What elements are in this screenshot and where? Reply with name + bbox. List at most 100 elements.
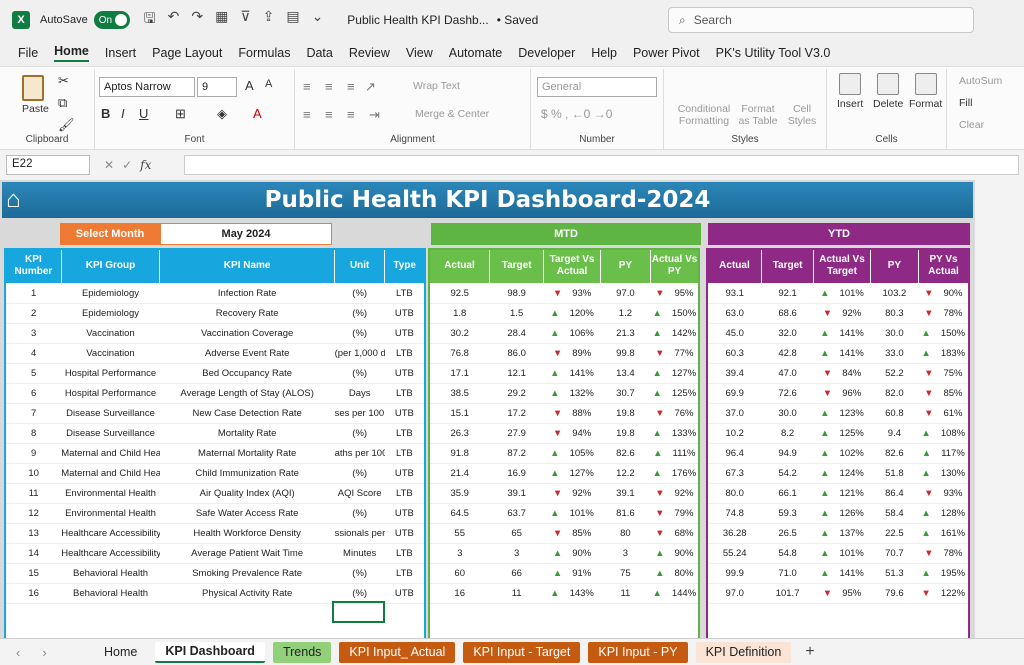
copy-icon[interactable]: ⧉ <box>58 95 68 110</box>
mtd-actual-cell[interactable]: 92.5 <box>429 283 490 304</box>
ytd-actual-cell[interactable]: 96.4 <box>707 443 762 464</box>
ytd-target-cell[interactable]: 47.0 <box>761 363 814 384</box>
ytd-target-cell[interactable]: 42.8 <box>761 343 814 364</box>
mtd-target-cell[interactable]: 29.2 <box>489 383 544 404</box>
cut-icon[interactable]: ✂ <box>58 73 69 88</box>
save-icon[interactable]: 🖫 <box>143 10 156 26</box>
home-icon[interactable]: ⌂ <box>6 186 21 213</box>
unit-cell[interactable]: (%) <box>334 283 385 304</box>
mtd-actual-cell[interactable]: 55 <box>429 523 490 544</box>
format-as-table-button[interactable]: Format as Table <box>738 103 778 127</box>
font-color-icon[interactable]: A <box>253 106 262 121</box>
ytd-actual-cell[interactable]: 60.3 <box>707 343 762 364</box>
ytd-py-cell[interactable]: 22.5 <box>870 523 919 544</box>
kpi-group-cell[interactable]: Vaccination <box>61 343 160 364</box>
ytd-actual-vs-target-cell[interactable]: ▼ 84% <box>813 363 871 384</box>
empty-cell[interactable] <box>918 603 969 640</box>
autosum-button[interactable]: AutoSum <box>959 75 1003 87</box>
ytd-actual-cell[interactable]: 97.0 <box>707 583 762 604</box>
menu-tab-6[interactable]: Review <box>348 46 390 60</box>
mtd-target-cell[interactable]: 63.7 <box>489 503 544 524</box>
kpi-number-cell[interactable]: 15 <box>5 563 62 584</box>
decrease-font-icon[interactable]: A <box>265 78 273 90</box>
type-cell[interactable]: UTB <box>384 403 425 424</box>
mtd-actual-cell[interactable]: 15.1 <box>429 403 490 424</box>
ytd-py-cell[interactable]: 82.6 <box>870 443 919 464</box>
mtd-actual-vs-py-cell[interactable]: ▼ 76% <box>650 403 699 424</box>
align-bottom-icon[interactable]: ≡ <box>347 79 355 94</box>
mtd-target-vs-actual-cell[interactable]: ▲ 141% <box>543 363 601 384</box>
ytd-actual-cell[interactable]: 45.0 <box>707 323 762 344</box>
mtd-py-cell[interactable]: 99.8 <box>600 343 651 364</box>
ytd-py-vs-actual-cell[interactable]: ▼ 85% <box>918 383 969 404</box>
ytd-py-vs-actual-cell[interactable]: ▲ 128% <box>918 503 969 524</box>
save-status[interactable]: • Saved <box>496 13 539 27</box>
ytd-actual-vs-target-cell[interactable]: ▲ 126% <box>813 503 871 524</box>
menu-tab-5[interactable]: Data <box>306 46 333 60</box>
mtd-target-cell[interactable]: 65 <box>489 523 544 544</box>
ytd-py-cell[interactable]: 86.4 <box>870 483 919 504</box>
ytd-py-cell[interactable]: 33.0 <box>870 343 919 364</box>
mtd-target-vs-actual-cell[interactable]: ▲ 132% <box>543 383 601 404</box>
mtd-py-cell[interactable]: 21.3 <box>600 323 651 344</box>
bold-icon[interactable]: B <box>101 106 111 121</box>
mtd-actual-vs-py-cell[interactable]: ▲ 127% <box>650 363 699 384</box>
menu-tab-7[interactable]: View <box>405 46 433 60</box>
mtd-target-cell[interactable]: 17.2 <box>489 403 544 424</box>
empty-cell[interactable] <box>813 603 871 640</box>
cell-styles-button[interactable]: Cell Styles <box>787 103 817 127</box>
ytd-py-vs-actual-cell[interactable]: ▼ 122% <box>918 583 969 604</box>
ytd-target-cell[interactable]: 72.6 <box>761 383 814 404</box>
empty-cell[interactable] <box>543 603 601 640</box>
unit-cell[interactable]: Days <box>334 383 385 404</box>
borders-icon[interactable]: ⊞ <box>175 106 186 121</box>
type-cell[interactable]: LTB <box>384 563 425 584</box>
mtd-target-vs-actual-cell[interactable]: ▼ 88% <box>543 403 601 424</box>
unit-cell[interactable]: (%) <box>334 463 385 484</box>
mtd-actual-cell[interactable]: 30.2 <box>429 323 490 344</box>
ytd-actual-vs-target-cell[interactable]: ▼ 95% <box>813 583 871 604</box>
empty-cell[interactable] <box>61 603 160 640</box>
mtd-actual-vs-py-cell[interactable]: ▲ 150% <box>650 303 699 324</box>
conditional-formatting-button[interactable]: Conditional Formatting <box>677 103 731 127</box>
unit-cell[interactable]: Minutes <box>334 543 385 564</box>
ytd-actual-vs-target-cell[interactable]: ▼ 92% <box>813 303 871 324</box>
font-name-select[interactable]: Aptos Narrow <box>99 77 195 97</box>
kpi-number-cell[interactable]: 14 <box>5 543 62 564</box>
ytd-py-cell[interactable]: 70.7 <box>870 543 919 564</box>
menu-tab-4[interactable]: Formulas <box>238 46 291 60</box>
ytd-py-cell[interactable]: 9.4 <box>870 423 919 444</box>
kpi-number-cell[interactable]: 2 <box>5 303 62 324</box>
mtd-actual-cell[interactable]: 38.5 <box>429 383 490 404</box>
wrap-text-button[interactable]: Wrap Text <box>413 80 460 92</box>
mtd-actual-vs-py-cell[interactable]: ▼ 95% <box>650 283 699 304</box>
ytd-actual-cell[interactable]: 99.9 <box>707 563 762 584</box>
ytd-target-cell[interactable]: 71.0 <box>761 563 814 584</box>
ytd-actual-cell[interactable]: 93.1 <box>707 283 762 304</box>
mtd-target-cell[interactable]: 86.0 <box>489 343 544 364</box>
mtd-actual-vs-py-cell[interactable]: ▼ 77% <box>650 343 699 364</box>
kpi-name-cell[interactable]: Recovery Rate <box>159 303 335 324</box>
kpi-group-cell[interactable]: Environmental Health <box>61 503 160 524</box>
empty-cell[interactable] <box>159 603 335 640</box>
ytd-target-cell[interactable]: 101.7 <box>761 583 814 604</box>
mtd-actual-cell[interactable]: 3 <box>429 543 490 564</box>
empty-cell[interactable] <box>384 603 425 640</box>
kpi-group-cell[interactable]: Healthcare Accessibility <box>61 543 160 564</box>
ytd-actual-cell[interactable]: 69.9 <box>707 383 762 404</box>
kpi-name-cell[interactable]: Smoking Prevalence Rate <box>159 563 335 584</box>
align-right-icon[interactable]: ≡ <box>347 107 355 122</box>
kpi-name-cell[interactable]: Vaccination Coverage <box>159 323 335 344</box>
unit-cell[interactable]: (%) <box>334 563 385 584</box>
mtd-py-cell[interactable]: 39.1 <box>600 483 651 504</box>
mtd-actual-cell[interactable]: 64.5 <box>429 503 490 524</box>
type-cell[interactable]: LTB <box>384 483 425 504</box>
ytd-actual-vs-target-cell[interactable]: ▲ 121% <box>813 483 871 504</box>
mtd-actual-cell[interactable]: 60 <box>429 563 490 584</box>
ytd-target-cell[interactable]: 32.0 <box>761 323 814 344</box>
mtd-py-cell[interactable]: 75 <box>600 563 651 584</box>
mtd-py-cell[interactable]: 19.8 <box>600 403 651 424</box>
kpi-number-cell[interactable]: 8 <box>5 423 62 444</box>
underline-icon[interactable]: U <box>139 106 149 121</box>
kpi-group-cell[interactable]: Hospital Performance <box>61 363 160 384</box>
